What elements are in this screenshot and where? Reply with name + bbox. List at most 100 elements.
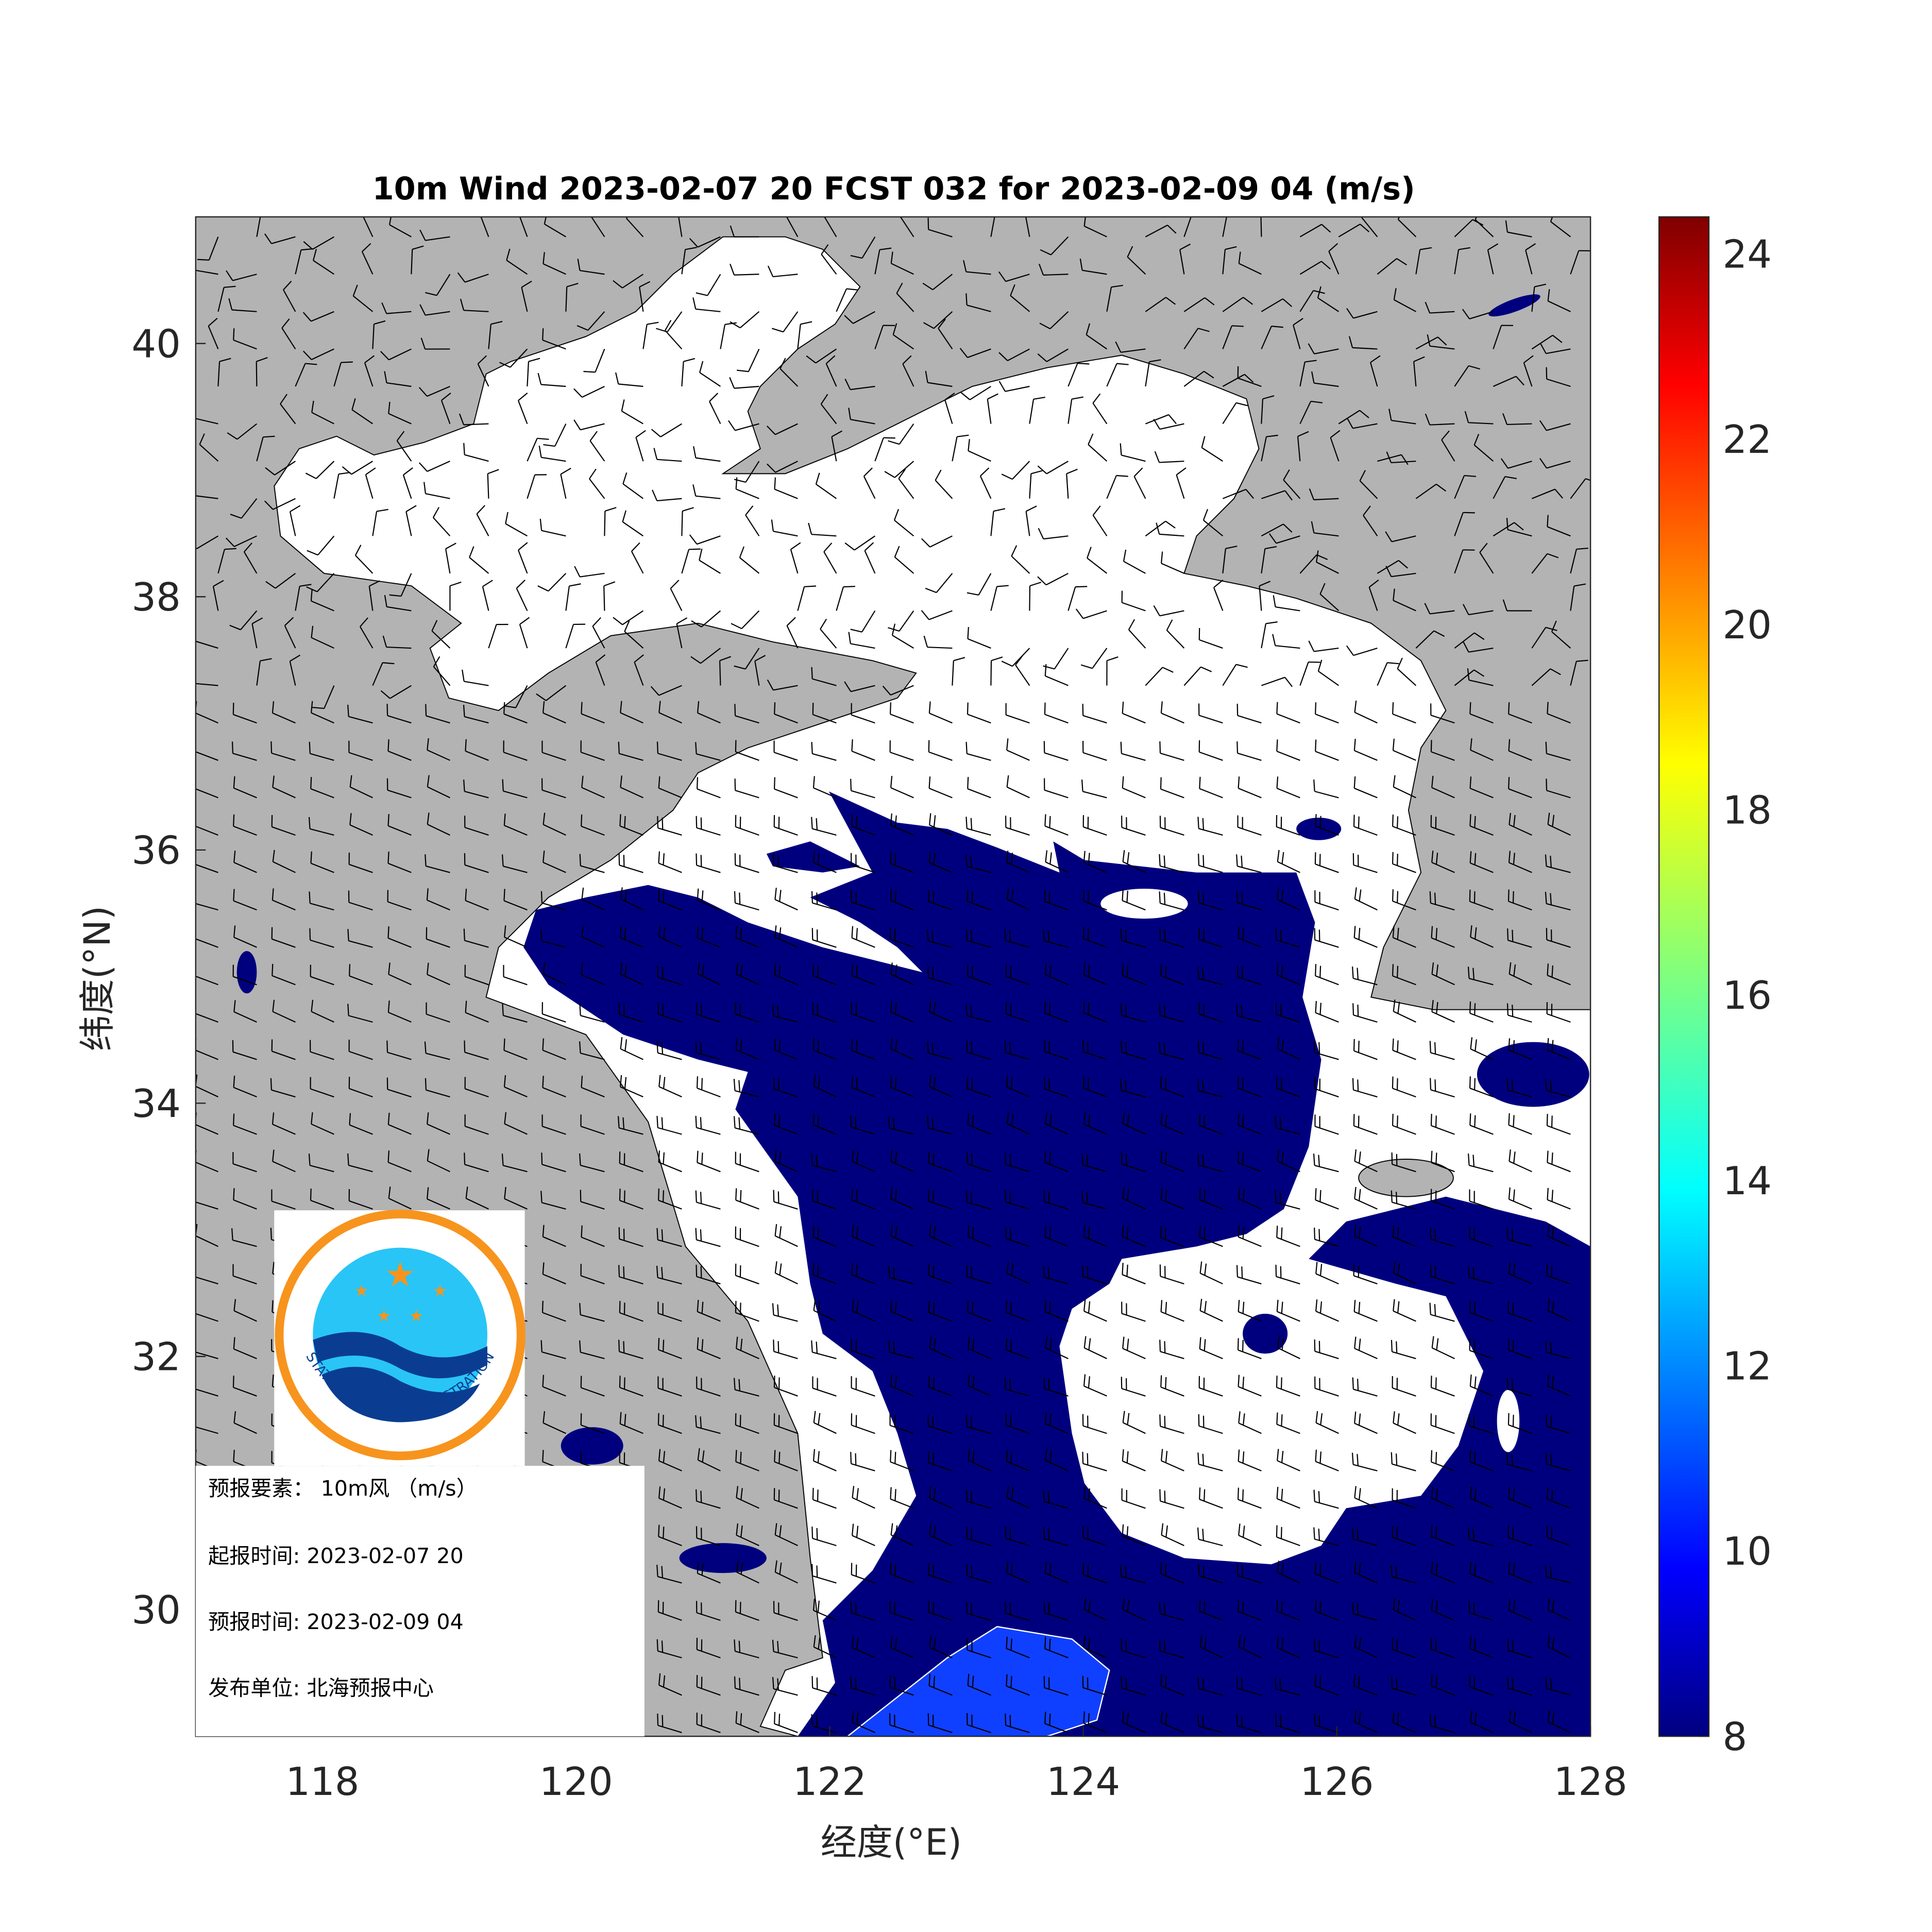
wind-barb (427, 461, 450, 472)
wind-barb (541, 530, 566, 537)
wind-barb (1276, 535, 1300, 544)
wind-barb-feather (926, 929, 929, 941)
wind-barb-feather (426, 888, 429, 901)
wind-barb (1392, 863, 1416, 873)
wind-barb-feather (893, 1117, 895, 1130)
wind-barb-feather (419, 304, 426, 316)
wind-barb-feather (1388, 409, 1392, 421)
wind-barb-feather (652, 489, 658, 501)
wind-barb-feather (1393, 1299, 1395, 1311)
wind-barb (350, 786, 373, 799)
wind-barb-feather (589, 431, 598, 442)
wind-barb-feather (1163, 855, 1166, 868)
wind-barb (1468, 647, 1494, 653)
wind-barb-feather (213, 580, 224, 587)
wind-barb (620, 712, 643, 724)
wind-barb (1276, 1536, 1300, 1547)
wind-barb-feather (779, 1562, 782, 1574)
wind-barb-feather (1315, 1599, 1317, 1612)
wind-barb (1469, 1200, 1494, 1210)
wind-barb-feather (1238, 926, 1240, 938)
wind-barb-feather (1281, 1227, 1283, 1240)
wind-barb-feather (233, 889, 235, 901)
wind-barb-feather (1088, 853, 1090, 865)
wind-barb-feather (1319, 1301, 1323, 1314)
wind-barb (1507, 231, 1532, 238)
wind-barb-feather (1436, 1002, 1438, 1014)
wind-barb-feather (856, 1638, 859, 1650)
wind-barb (1198, 1425, 1223, 1434)
wind-barb (773, 274, 798, 278)
wind-barb-feather (1107, 656, 1118, 662)
wind-barb (1469, 1312, 1494, 1322)
wind-barb-feather (1500, 458, 1509, 469)
wind-barb (386, 606, 412, 612)
wind-barb-feather (1469, 776, 1472, 789)
wind-barb-feather (1315, 1562, 1317, 1574)
wind-barb-feather (812, 1263, 815, 1275)
wind-barb-feather (1010, 1451, 1013, 1464)
wind-barb-feather (427, 962, 429, 975)
info-line: 预报时间: 2023-02-09 04 (208, 1609, 464, 1634)
wind-barb-feather (657, 1714, 659, 1726)
wind-barb (850, 643, 875, 649)
wind-barb-feather (817, 1115, 820, 1127)
wind-barb-feather (774, 888, 777, 900)
wind-barb-feather (1545, 1452, 1547, 1464)
wind-barb (465, 1012, 489, 1023)
wind-barb (503, 713, 528, 724)
wind-barb-feather (459, 413, 465, 425)
wind-barb-feather (1358, 1301, 1361, 1314)
wind-barb-feather (1083, 963, 1086, 975)
wind-barb-feather (772, 328, 784, 333)
wind-barb-feather (1473, 434, 1480, 446)
wind-barb-feather (843, 586, 855, 588)
wind-barb (1470, 788, 1494, 799)
wind-barb-feather (1545, 741, 1547, 754)
wind-barb (952, 660, 954, 686)
wind-barb (928, 751, 953, 761)
wind-barb (1431, 1387, 1455, 1397)
wind-barb-feather (1088, 891, 1090, 903)
wind-barb (1293, 325, 1301, 349)
wind-barb-feather (521, 280, 532, 288)
wind-barb (928, 1612, 953, 1621)
wind-barb (1176, 474, 1185, 499)
wind-barb (1547, 1049, 1571, 1060)
wind-barb (1161, 1199, 1184, 1210)
wind-barb-feather (933, 1226, 936, 1239)
wind-barb (1083, 901, 1107, 911)
wind-barb-feather (311, 400, 314, 413)
wind-barb-feather (811, 1340, 813, 1352)
wind-barb (783, 311, 799, 332)
wind-barb-feather (490, 320, 503, 325)
wind-barb (735, 751, 759, 761)
wind-speed-area (1488, 294, 1540, 317)
wind-barb (1044, 1501, 1069, 1509)
wind-barb-feather (1122, 1112, 1125, 1124)
wind-barb-feather (890, 1075, 892, 1088)
wind-barb (1045, 1460, 1069, 1471)
wind-barb (387, 862, 412, 873)
wind-barb (387, 937, 412, 948)
wind-barb-feather (1122, 701, 1124, 714)
wind-barb (774, 752, 798, 761)
wind-barb-feather (817, 853, 820, 865)
wind-barb (310, 1051, 334, 1060)
wind-barb-feather (272, 701, 275, 714)
wind-barb (1261, 298, 1283, 312)
wind-barb (1237, 1688, 1262, 1696)
wind-barb (1431, 1498, 1455, 1509)
wind-barb (631, 551, 644, 574)
wind-barb (851, 1463, 875, 1471)
wind-barb-feather (1431, 1450, 1433, 1462)
wind-barb (745, 461, 760, 483)
wind-barb-feather (1464, 475, 1477, 477)
wind-barb (280, 403, 296, 425)
wind-barb-feather (1397, 1263, 1400, 1276)
wind-barb (1546, 939, 1571, 948)
wind-barb (1317, 297, 1339, 312)
wind-barb (1045, 1347, 1069, 1360)
wind-barb-feather (469, 546, 474, 558)
wind-barb-feather (730, 321, 741, 329)
